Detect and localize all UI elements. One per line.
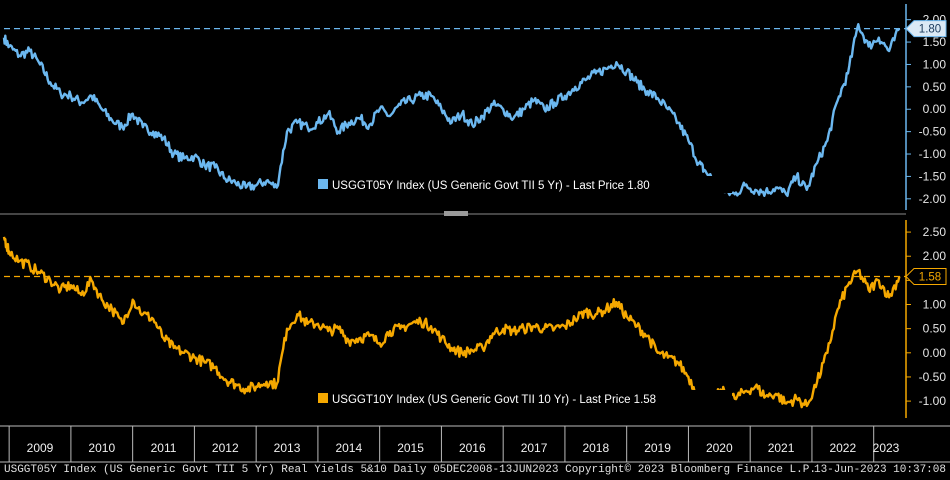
last-price-badge-label: 1.58 [919, 272, 941, 284]
series-line [2, 236, 901, 409]
x-tick-label: 2022 [829, 441, 856, 455]
y-tick-label: -0.50 [919, 370, 947, 384]
panel-splitter-handle [444, 211, 468, 216]
last-price-badge [905, 20, 947, 38]
y-tick-label: 1.00 [923, 57, 947, 71]
footer-source-text: USGGT05Y Index (US Generic Govt TII 5 Yr… [4, 464, 816, 476]
x-tick-label: 2012 [212, 441, 239, 455]
legend-swatch [318, 393, 328, 403]
y-tick-label: 0.00 [923, 346, 947, 360]
y-tick-label: 2.00 [923, 249, 947, 263]
y-tick-label: -0.50 [919, 125, 947, 139]
x-tick-label: 2015 [397, 441, 424, 455]
y-tick-label: 0.50 [923, 322, 947, 336]
y-tick-label: 1.00 [923, 298, 947, 312]
x-tick-label: 2017 [521, 441, 548, 455]
x-tick-label: 2013 [274, 441, 301, 455]
legend-background [316, 176, 732, 193]
x-tick-label: 2020 [706, 441, 733, 455]
y-tick-label: -1.00 [919, 147, 947, 161]
legend: USGGT10Y Index (US Generic Govt TII 10 Y… [316, 390, 732, 407]
legend-background [316, 390, 732, 407]
top-panel-5y: 2.001.501.000.500.00-0.50-1.00-1.50-2.00… [0, 4, 947, 216]
legend-label: USGGT10Y Index (US Generic Govt TII 10 Y… [332, 394, 656, 406]
footer: USGGT05Y Index (US Generic Govt TII 5 Yr… [4, 464, 946, 476]
y-tick-label: 0.00 [923, 102, 947, 116]
y-tick-label: 1.50 [923, 35, 947, 49]
x-tick-label: 2010 [88, 441, 115, 455]
y-tick-label: -1.00 [919, 394, 947, 408]
x-tick-label: 2016 [459, 441, 486, 455]
x-tick-label: 2021 [768, 441, 795, 455]
x-tick-label: 2011 [151, 441, 177, 455]
legend: USGGT05Y Index (US Generic Govt TII 5 Yr… [316, 176, 732, 193]
legend-label: USGGT05Y Index (US Generic Govt TII 5 Yr… [332, 180, 650, 192]
x-axis: 2009 2010 2011 2012 2013 2014 2015 2016 2017 2018… [0, 425, 950, 463]
series-line [2, 23, 901, 198]
x-tick-label: 2014 [335, 441, 362, 455]
last-price-badge [905, 268, 947, 286]
y-tick-label: -1.50 [919, 169, 947, 183]
x-tick-label: 2023 [873, 441, 900, 455]
last-price-badge-label: 1.80 [919, 24, 941, 36]
legend-swatch [318, 179, 328, 189]
footer-timestamp: 13-Jun-2023 10:37:08 [814, 464, 946, 476]
x-tick-label: 2019 [644, 441, 671, 455]
bottom-panel-10y: 2.502.001.501.000.500.00-0.50-1.001.58US… [2, 220, 947, 418]
y-tick-label: -2.00 [919, 192, 947, 206]
x-tick-label: 2018 [582, 441, 609, 455]
y-tick-label: 2.50 [923, 225, 947, 239]
x-tick-label: 2009 [27, 441, 54, 455]
y-tick-label: 0.50 [923, 80, 947, 94]
